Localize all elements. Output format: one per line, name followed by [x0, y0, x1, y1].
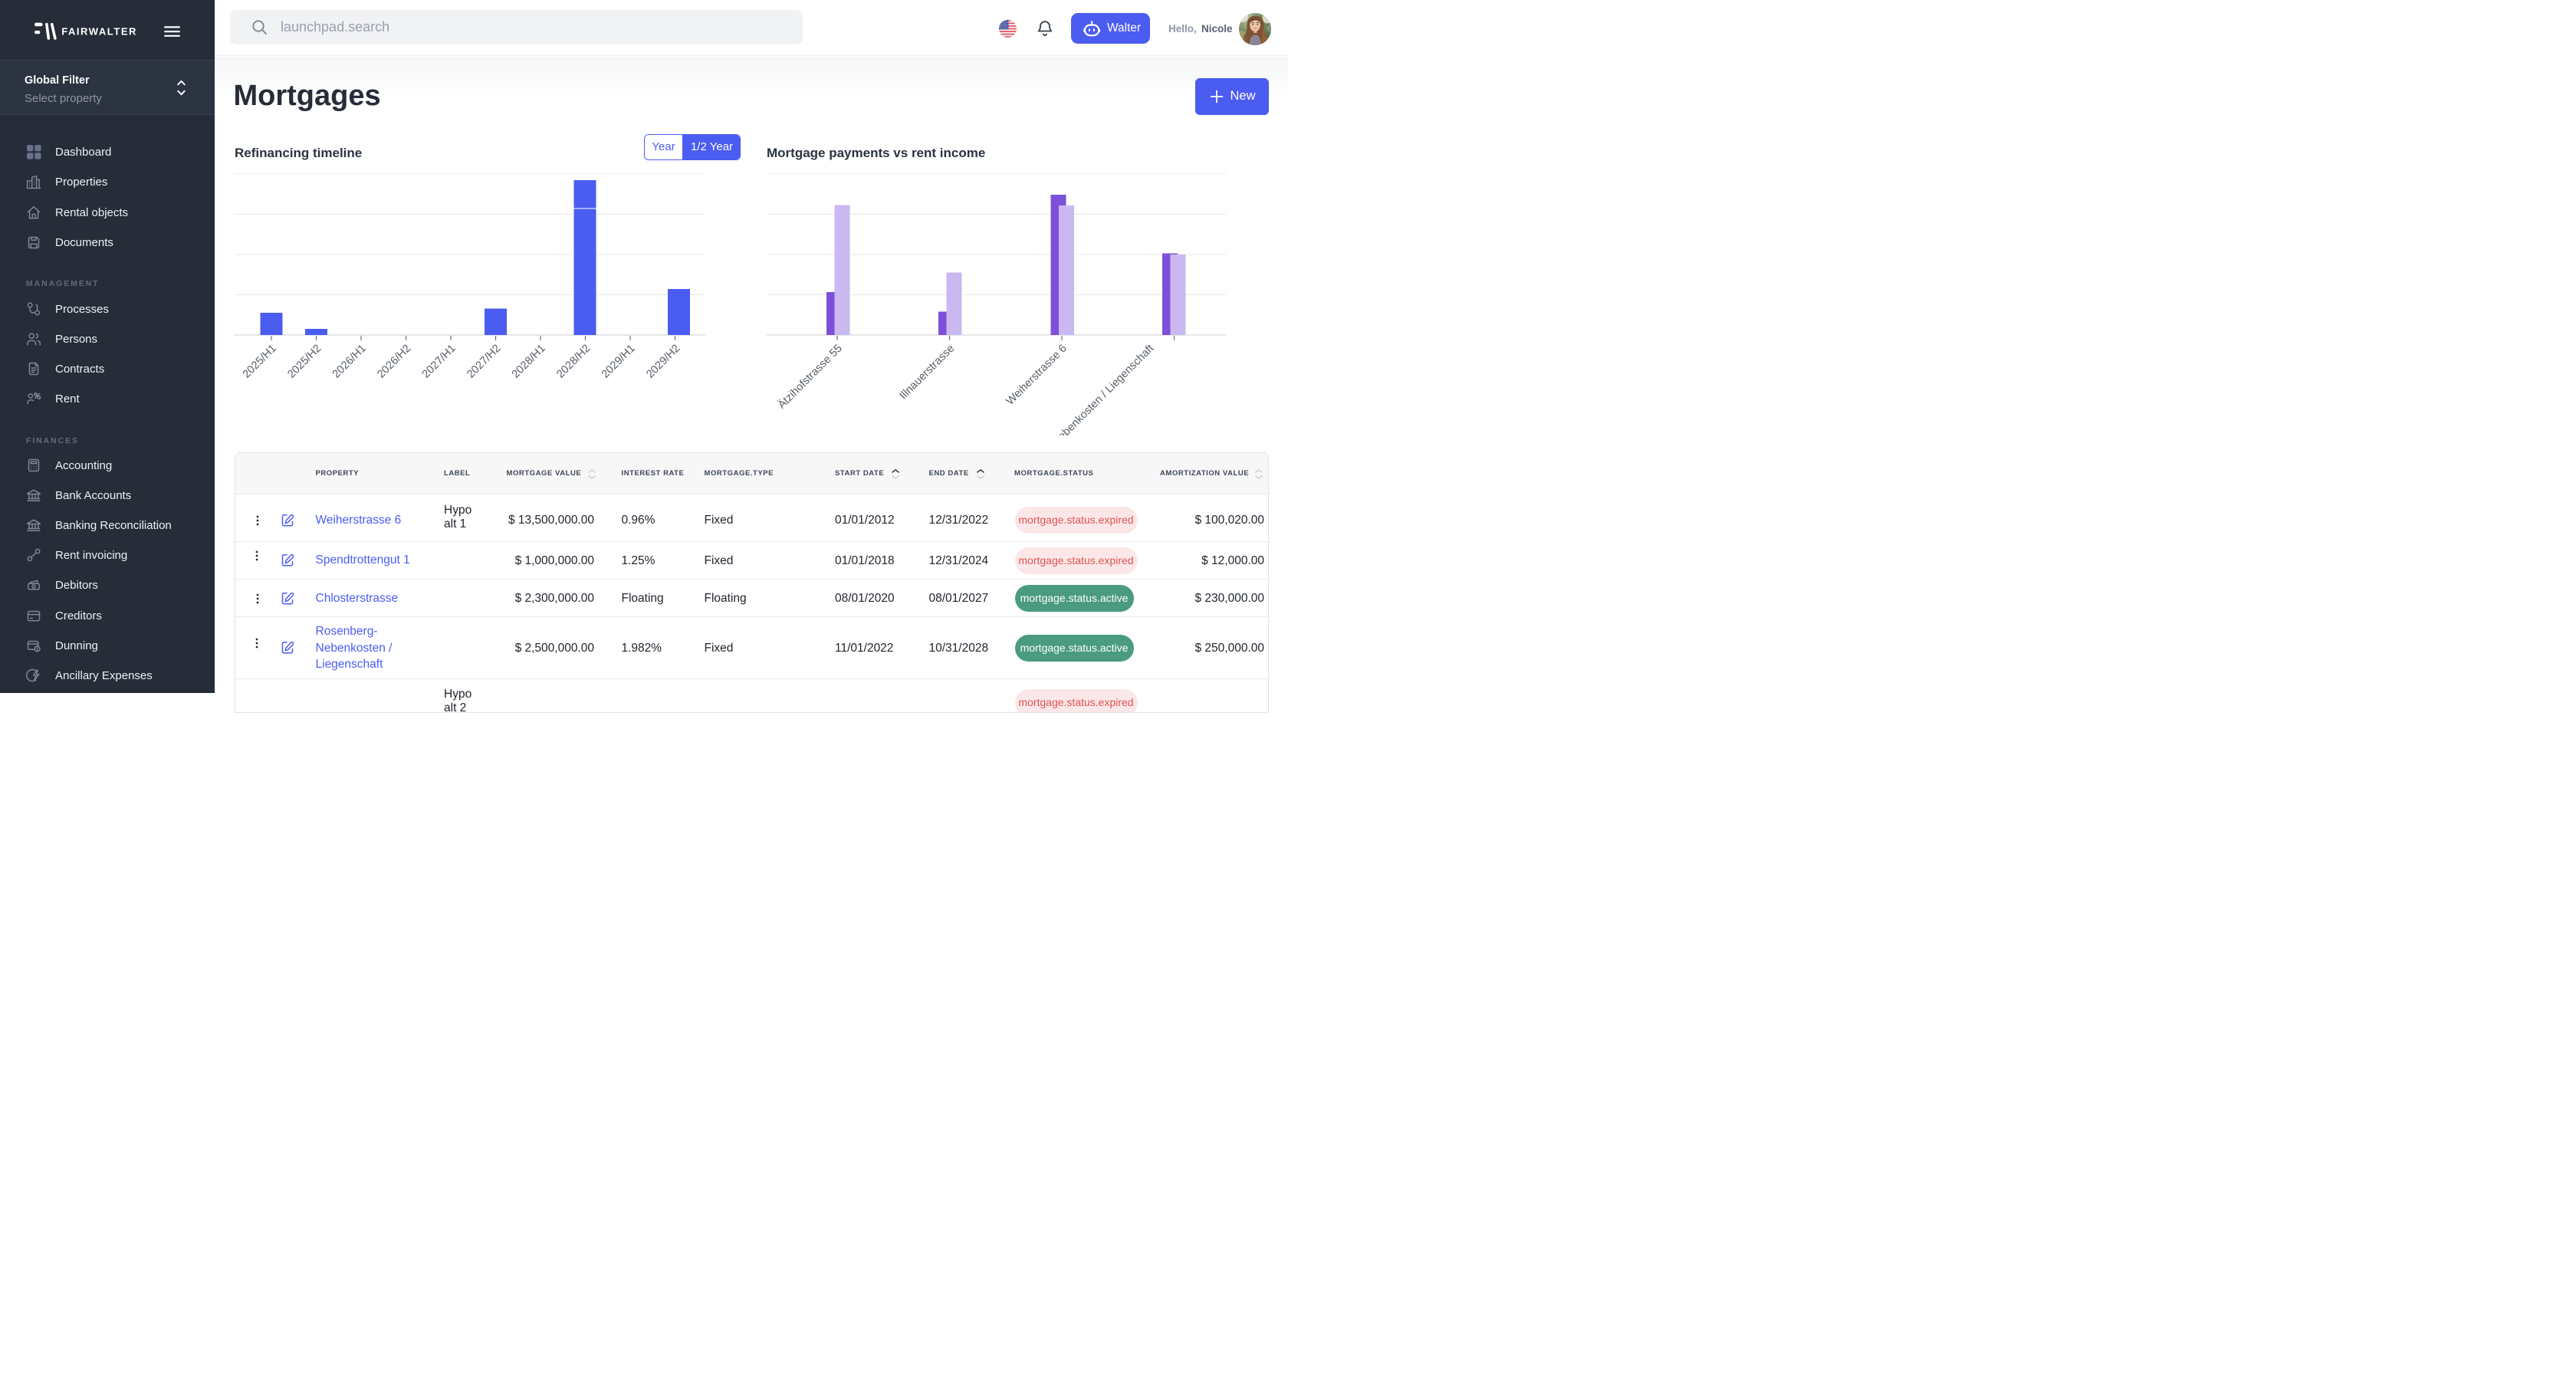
svg-text:Weiherstrasse 6: Weiherstrasse 6: [1004, 343, 1070, 408]
svg-text:Ätzihofstrasse 55: Ätzihofstrasse 55: [775, 342, 845, 412]
svg-text:2027/H1: 2027/H1: [420, 343, 458, 381]
svg-text:2029/H1: 2029/H1: [600, 343, 638, 381]
svg-text:2025/H1: 2025/H1: [241, 343, 279, 381]
svg-text:2028/H2: 2028/H2: [554, 343, 593, 381]
svg-text:2025/H2: 2025/H2: [285, 343, 324, 381]
svg-text:2028/H1: 2028/H1: [510, 343, 548, 381]
svg-text:FAIRWALTER: FAIRWALTER: [61, 26, 137, 38]
svg-text:Illnauerstrasse: Illnauerstrasse: [897, 343, 957, 402]
svg-text:2027/H2: 2027/H2: [465, 343, 503, 381]
svg-text:2029/H2: 2029/H2: [644, 343, 682, 381]
svg-text:2026/H1: 2026/H1: [330, 343, 369, 381]
svg-text:2026/H2: 2026/H2: [375, 343, 413, 381]
